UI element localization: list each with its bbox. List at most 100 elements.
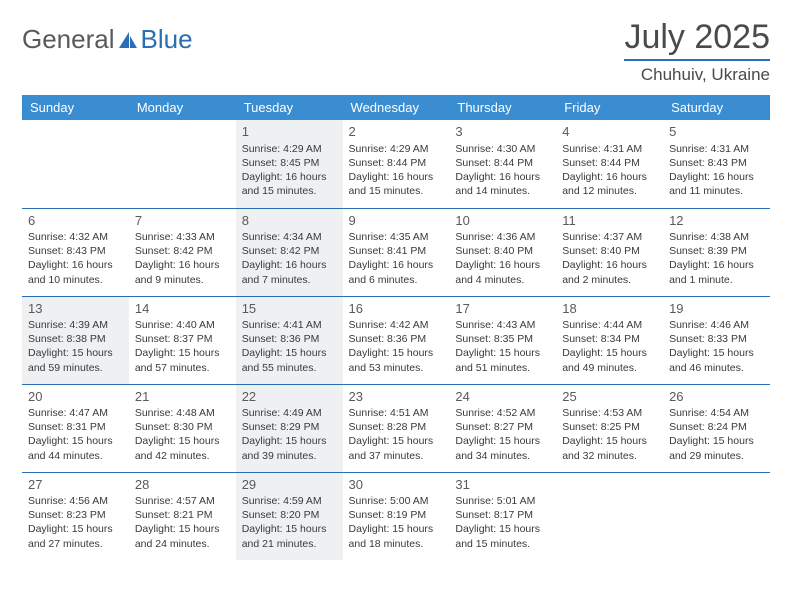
day-info-line: Sunrise: 5:00 AM — [349, 494, 444, 508]
day-info-line: Sunrise: 4:56 AM — [28, 494, 123, 508]
day-info-line: Daylight: 15 hours — [242, 434, 337, 448]
day-info-line: Sunset: 8:28 PM — [349, 420, 444, 434]
day-number: 17 — [455, 300, 550, 318]
day-info-line: Sunrise: 4:32 AM — [28, 230, 123, 244]
calendar-day: 13Sunrise: 4:39 AMSunset: 8:38 PMDayligh… — [22, 296, 129, 384]
brand-logo: General Blue — [22, 24, 193, 55]
day-number: 10 — [455, 212, 550, 230]
day-info-line: Sunrise: 4:48 AM — [135, 406, 230, 420]
day-info-line: and 10 minutes. — [28, 273, 123, 287]
day-number: 27 — [28, 476, 123, 494]
day-number: 24 — [455, 388, 550, 406]
day-number: 29 — [242, 476, 337, 494]
day-info-line: and 29 minutes. — [669, 449, 764, 463]
day-number: 11 — [562, 212, 657, 230]
day-info-line: Daylight: 15 hours — [349, 434, 444, 448]
day-info-line: Sunrise: 4:51 AM — [349, 406, 444, 420]
day-info-line: Sunrise: 4:37 AM — [562, 230, 657, 244]
calendar-week: 27Sunrise: 4:56 AMSunset: 8:23 PMDayligh… — [22, 472, 770, 560]
day-info-line: and 15 minutes. — [455, 537, 550, 551]
day-number: 9 — [349, 212, 444, 230]
day-info-line: Sunset: 8:40 PM — [562, 244, 657, 258]
day-info-line: Sunrise: 4:41 AM — [242, 318, 337, 332]
day-info-line: Sunrise: 4:57 AM — [135, 494, 230, 508]
day-info-line: Sunrise: 4:29 AM — [349, 142, 444, 156]
day-info-line: Sunset: 8:37 PM — [135, 332, 230, 346]
calendar-day: 5Sunrise: 4:31 AMSunset: 8:43 PMDaylight… — [663, 120, 770, 208]
day-number: 13 — [28, 300, 123, 318]
day-info-line: and 9 minutes. — [135, 273, 230, 287]
day-number: 15 — [242, 300, 337, 318]
day-info-line: Sunset: 8:41 PM — [349, 244, 444, 258]
day-info-line: Daylight: 15 hours — [28, 522, 123, 536]
day-info-line: Daylight: 15 hours — [349, 522, 444, 536]
calendar-day: 30Sunrise: 5:00 AMSunset: 8:19 PMDayligh… — [343, 472, 450, 560]
day-info-line: and 32 minutes. — [562, 449, 657, 463]
day-info-line: Sunset: 8:17 PM — [455, 508, 550, 522]
calendar-empty — [556, 472, 663, 560]
day-info-line: Sunrise: 4:39 AM — [28, 318, 123, 332]
calendar-day: 20Sunrise: 4:47 AMSunset: 8:31 PMDayligh… — [22, 384, 129, 472]
day-info-line: Sunset: 8:44 PM — [562, 156, 657, 170]
day-number: 4 — [562, 123, 657, 141]
day-info-line: Sunrise: 4:36 AM — [455, 230, 550, 244]
brand-part1: General — [22, 24, 115, 55]
day-info-line: and 21 minutes. — [242, 537, 337, 551]
day-info-line: Sunset: 8:42 PM — [135, 244, 230, 258]
day-info-line: Sunrise: 4:53 AM — [562, 406, 657, 420]
day-info-line: Sunrise: 4:59 AM — [242, 494, 337, 508]
calendar-day: 31Sunrise: 5:01 AMSunset: 8:17 PMDayligh… — [449, 472, 556, 560]
day-header: Monday — [129, 95, 236, 120]
day-info-line: and 37 minutes. — [349, 449, 444, 463]
calendar-day: 18Sunrise: 4:44 AMSunset: 8:34 PMDayligh… — [556, 296, 663, 384]
day-info-line: and 18 minutes. — [349, 537, 444, 551]
day-info-line: and 49 minutes. — [562, 361, 657, 375]
calendar-empty — [129, 120, 236, 208]
day-info-line: Sunset: 8:36 PM — [349, 332, 444, 346]
day-header: Saturday — [663, 95, 770, 120]
calendar-day: 14Sunrise: 4:40 AMSunset: 8:37 PMDayligh… — [129, 296, 236, 384]
day-info-line: and 1 minute. — [669, 273, 764, 287]
day-info-line: Sunset: 8:25 PM — [562, 420, 657, 434]
day-info-line: Sunrise: 4:47 AM — [28, 406, 123, 420]
day-info-line: Daylight: 15 hours — [669, 346, 764, 360]
day-number: 8 — [242, 212, 337, 230]
calendar-day: 25Sunrise: 4:53 AMSunset: 8:25 PMDayligh… — [556, 384, 663, 472]
day-info-line: Sunrise: 4:34 AM — [242, 230, 337, 244]
day-number: 1 — [242, 123, 337, 141]
day-info-line: Daylight: 16 hours — [455, 170, 550, 184]
day-number: 5 — [669, 123, 764, 141]
day-info-line: Daylight: 16 hours — [135, 258, 230, 272]
day-info-line: Sunset: 8:34 PM — [562, 332, 657, 346]
calendar-day: 26Sunrise: 4:54 AMSunset: 8:24 PMDayligh… — [663, 384, 770, 472]
calendar-week: 13Sunrise: 4:39 AMSunset: 8:38 PMDayligh… — [22, 296, 770, 384]
calendar-day: 16Sunrise: 4:42 AMSunset: 8:36 PMDayligh… — [343, 296, 450, 384]
day-header: Sunday — [22, 95, 129, 120]
day-info-line: and 11 minutes. — [669, 184, 764, 198]
day-number: 26 — [669, 388, 764, 406]
day-info-line: Sunset: 8:39 PM — [669, 244, 764, 258]
day-info-line: Daylight: 16 hours — [669, 258, 764, 272]
calendar-day: 23Sunrise: 4:51 AMSunset: 8:28 PMDayligh… — [343, 384, 450, 472]
day-info-line: and 12 minutes. — [562, 184, 657, 198]
day-info-line: Sunset: 8:27 PM — [455, 420, 550, 434]
calendar-day: 17Sunrise: 4:43 AMSunset: 8:35 PMDayligh… — [449, 296, 556, 384]
day-info-line: Sunrise: 4:49 AM — [242, 406, 337, 420]
day-info-line: and 27 minutes. — [28, 537, 123, 551]
day-info-line: and 53 minutes. — [349, 361, 444, 375]
day-info-line: Daylight: 16 hours — [349, 258, 444, 272]
title-block: July 2025 Chuhuiv, Ukraine — [624, 18, 770, 85]
day-info-line: Sunset: 8:31 PM — [28, 420, 123, 434]
calendar-day: 28Sunrise: 4:57 AMSunset: 8:21 PMDayligh… — [129, 472, 236, 560]
day-header: Wednesday — [343, 95, 450, 120]
day-info-line: Sunrise: 4:40 AM — [135, 318, 230, 332]
calendar-day: 15Sunrise: 4:41 AMSunset: 8:36 PMDayligh… — [236, 296, 343, 384]
day-info-line: Sunset: 8:23 PM — [28, 508, 123, 522]
calendar-day: 1Sunrise: 4:29 AMSunset: 8:45 PMDaylight… — [236, 120, 343, 208]
calendar-empty — [663, 472, 770, 560]
day-info-line: and 39 minutes. — [242, 449, 337, 463]
day-info-line: Daylight: 15 hours — [242, 346, 337, 360]
day-number: 18 — [562, 300, 657, 318]
day-number: 20 — [28, 388, 123, 406]
calendar-day: 2Sunrise: 4:29 AMSunset: 8:44 PMDaylight… — [343, 120, 450, 208]
